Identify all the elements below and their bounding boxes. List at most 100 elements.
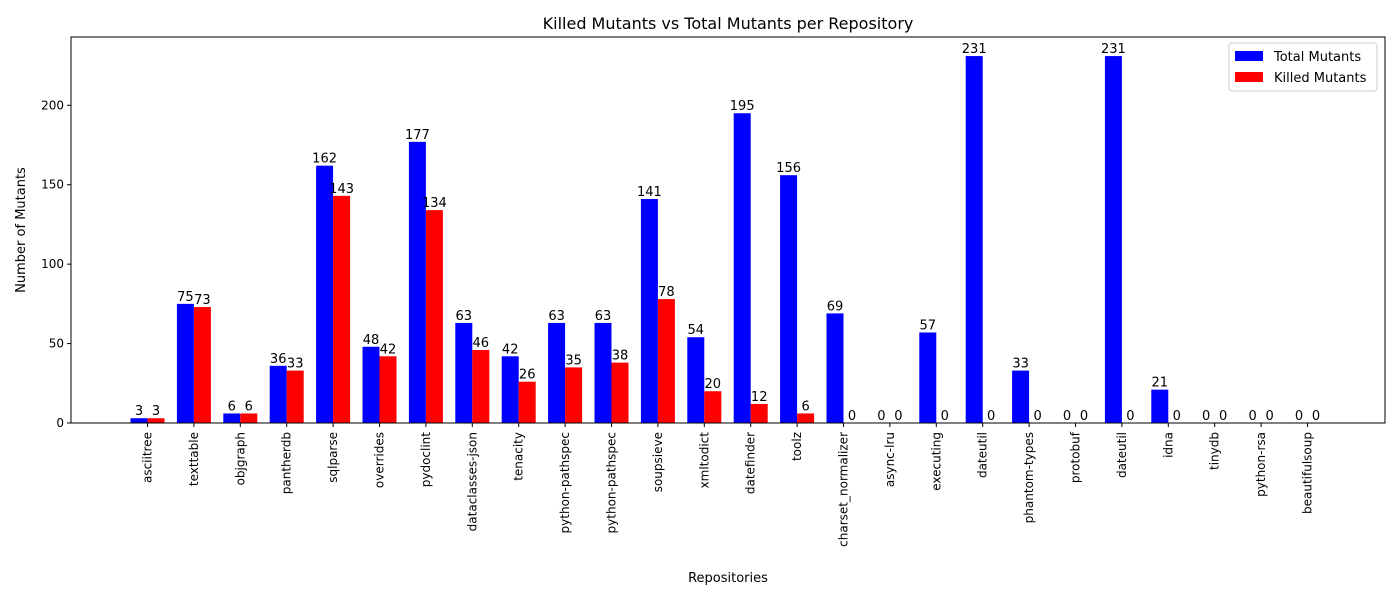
bar-total-mutants [965, 56, 983, 423]
value-label-killed: 143 [329, 182, 354, 197]
x-tick-label: python-pathspec [605, 432, 619, 533]
bar-killed-mutants [657, 299, 675, 423]
value-label-killed: 0 [848, 409, 856, 424]
value-label-killed: 38 [612, 349, 629, 364]
value-label-killed: 0 [1173, 409, 1181, 424]
legend-label-killed: Killed Mutants [1274, 71, 1367, 86]
y-tick-label: 150 [41, 178, 64, 192]
value-label-killed: 42 [380, 342, 397, 357]
x-tick-label: dataclasses-json [465, 432, 479, 531]
bar-total-mutants [733, 113, 751, 423]
bar-total-mutants [594, 322, 612, 423]
value-label-total: 0 [1248, 409, 1256, 424]
value-label-killed: 46 [473, 336, 490, 351]
bar-total-mutants [548, 322, 566, 423]
bar-killed-mutants [379, 356, 397, 423]
bar-total-mutants [919, 332, 937, 423]
value-label-total: 63 [595, 309, 612, 324]
value-label-killed: 0 [1033, 409, 1041, 424]
x-tick-label: xmltodict [697, 432, 711, 489]
y-tick-label: 200 [41, 98, 64, 112]
value-label-total: 162 [312, 152, 337, 167]
x-tick-label: pydoclint [419, 432, 433, 488]
x-tick-label: pantherdb [280, 432, 294, 494]
bar-killed-mutants [611, 362, 629, 423]
value-label-killed: 0 [1126, 409, 1134, 424]
value-label-total: 63 [548, 309, 565, 324]
value-label-total: 63 [456, 309, 473, 324]
value-label-total: 177 [405, 128, 430, 143]
bar-killed-mutants [240, 413, 258, 423]
x-tick-label: tenacity [512, 432, 526, 481]
x-tick-label: soupsieve [651, 432, 665, 492]
value-label-killed: 0 [987, 409, 995, 424]
bar-total-mutants [826, 313, 844, 423]
x-tick-label: datefinder [744, 432, 758, 494]
x-axis: asciitree texttable objgraph pantherdb sqlpa… [141, 423, 1315, 547]
value-label-total: 69 [827, 299, 844, 314]
value-label-killed: 73 [194, 293, 211, 308]
bar-killed-mutants [565, 367, 583, 423]
y-tick-label: 100 [41, 257, 64, 271]
value-label-killed: 0 [1312, 409, 1320, 424]
value-label-killed: 0 [1265, 409, 1273, 424]
value-label-killed: 0 [894, 409, 902, 424]
x-tick-label: async-lru [883, 432, 897, 487]
y-axis: 0 50 100 150 200 [41, 98, 71, 430]
x-tick-label: toolz [790, 432, 804, 461]
value-label-total: 231 [1101, 42, 1126, 57]
value-label-killed: 78 [658, 285, 675, 300]
value-label-total: 195 [730, 99, 755, 114]
x-tick-label: phantom-types [1022, 432, 1036, 523]
bar-killed-mutants [518, 381, 536, 423]
value-label-total: 75 [177, 290, 194, 305]
value-label-total: 42 [502, 342, 519, 357]
bar-total-mutants [501, 356, 519, 423]
y-tick-label: 0 [56, 416, 64, 430]
x-tick-label: beautifulsoup [1301, 432, 1315, 514]
bar-killed-mutants [704, 391, 722, 423]
x-tick-label: sqlparse [326, 432, 340, 483]
bar-killed-mutants [472, 349, 490, 423]
value-label-killed: 134 [422, 196, 447, 211]
plot-frame [70, 36, 1386, 424]
bar-total-mutants [780, 175, 798, 423]
value-label-total: 0 [1063, 409, 1071, 424]
value-label-total: 48 [363, 333, 380, 348]
bar-total-mutants [269, 365, 287, 423]
value-label-total: 33 [1012, 357, 1029, 372]
x-tick-label: protobuf [1069, 431, 1083, 483]
value-label-total: 141 [637, 185, 662, 200]
bar-killed-mutants [333, 195, 351, 423]
x-axis-title: Repositories [688, 571, 768, 586]
y-axis-title: Number of Mutants [14, 167, 29, 293]
bar-total-mutants [640, 199, 658, 423]
bar-total-mutants [1151, 389, 1169, 423]
value-label-total: 21 [1152, 376, 1169, 391]
value-label-total: 3 [135, 404, 143, 419]
x-tick-label: python-rsa [1254, 432, 1268, 497]
x-tick-label: idna [1161, 432, 1175, 458]
bar-total-mutants [316, 165, 334, 423]
bar-total-mutants [408, 141, 426, 423]
bar-killed-mutants [425, 210, 443, 423]
bar-killed-mutants [193, 307, 211, 423]
bar-total-mutants [176, 303, 194, 423]
value-label-total: 54 [688, 323, 705, 338]
bar-killed-mutants [797, 413, 815, 423]
value-label-total: 231 [962, 42, 987, 57]
value-label-killed: 12 [751, 390, 768, 405]
y-tick-label: 50 [49, 337, 64, 351]
bar-total-mutants [455, 322, 473, 423]
bar-killed-mutants [750, 403, 768, 423]
bar-killed-mutants [286, 370, 304, 423]
x-tick-label: charset_normalizer [837, 432, 851, 547]
x-tick-label: asciitree [141, 432, 155, 483]
value-label-total: 0 [1295, 409, 1303, 424]
bar-total-mutants [223, 413, 241, 423]
legend-swatch-total [1235, 51, 1263, 61]
x-tick-label: executing [929, 432, 943, 491]
bar-total-mutants [1104, 56, 1122, 423]
value-label-killed: 33 [287, 357, 304, 372]
